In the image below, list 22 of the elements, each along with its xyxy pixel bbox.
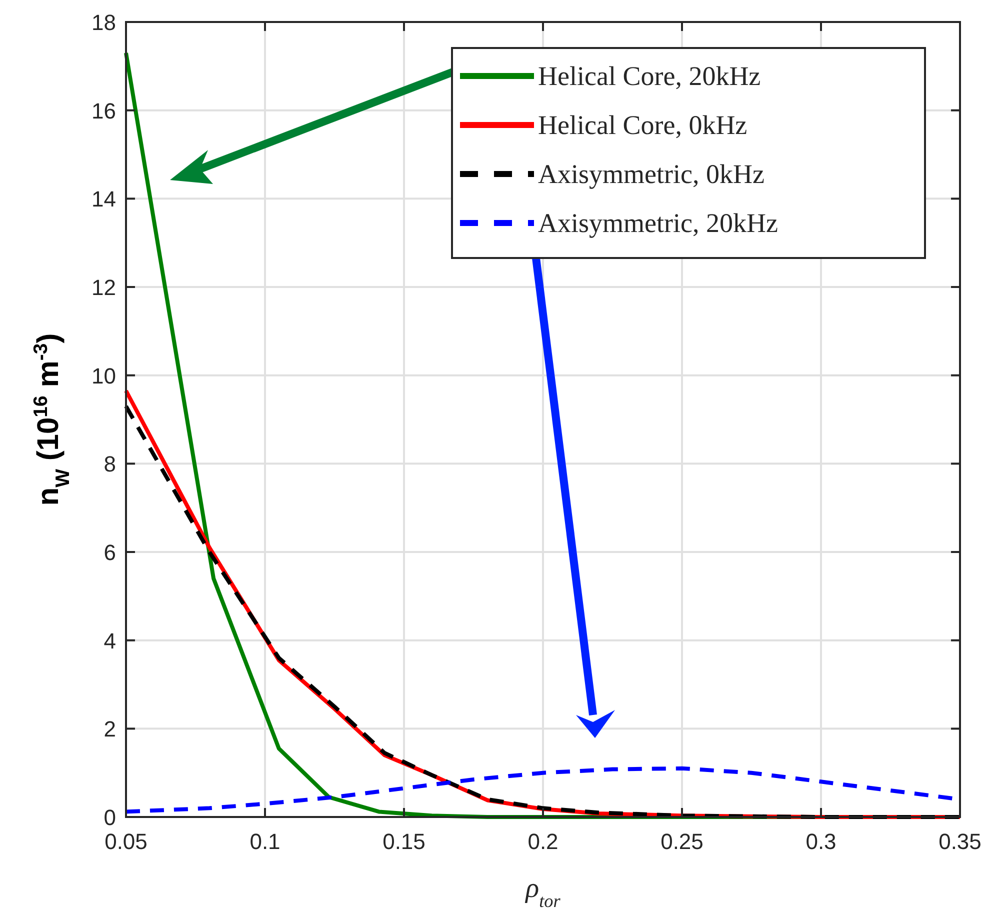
legend-label: Axisymmetric, 20kHz [538, 208, 778, 238]
x-tick-label: 0.25 [660, 829, 704, 854]
y-tick-label: 16 [92, 98, 116, 124]
y-tick-label: 4 [104, 628, 116, 654]
legend-label: Helical Core, 20kHz [538, 61, 761, 91]
legend-label: Helical Core, 0kHz [538, 110, 748, 140]
y-tick-label: 0 [104, 805, 116, 830]
y-tick-label: 8 [104, 452, 116, 477]
y-tick-label: 14 [92, 186, 116, 212]
y-tick-label: 10 [92, 363, 116, 388]
y-tick-label: 18 [92, 10, 116, 35]
x-tick-label: 0.2 [528, 829, 558, 854]
x-tick-label: 0.3 [806, 829, 836, 854]
x-tick-label: 0.35 [938, 829, 982, 854]
y-tick-label: 12 [92, 275, 116, 300]
x-axis-title: ρ$_{tor}$ [524, 873, 562, 909]
x-tick-label: 0.1 [250, 829, 280, 854]
y-tick-label: 2 [104, 716, 116, 742]
x-tick-label: 0.15 [382, 829, 426, 854]
legend-label: Axisymmetric, 0kHz [538, 159, 764, 189]
x-tick-label: 0.05 [104, 829, 148, 854]
y-tick-label: 6 [104, 540, 116, 565]
